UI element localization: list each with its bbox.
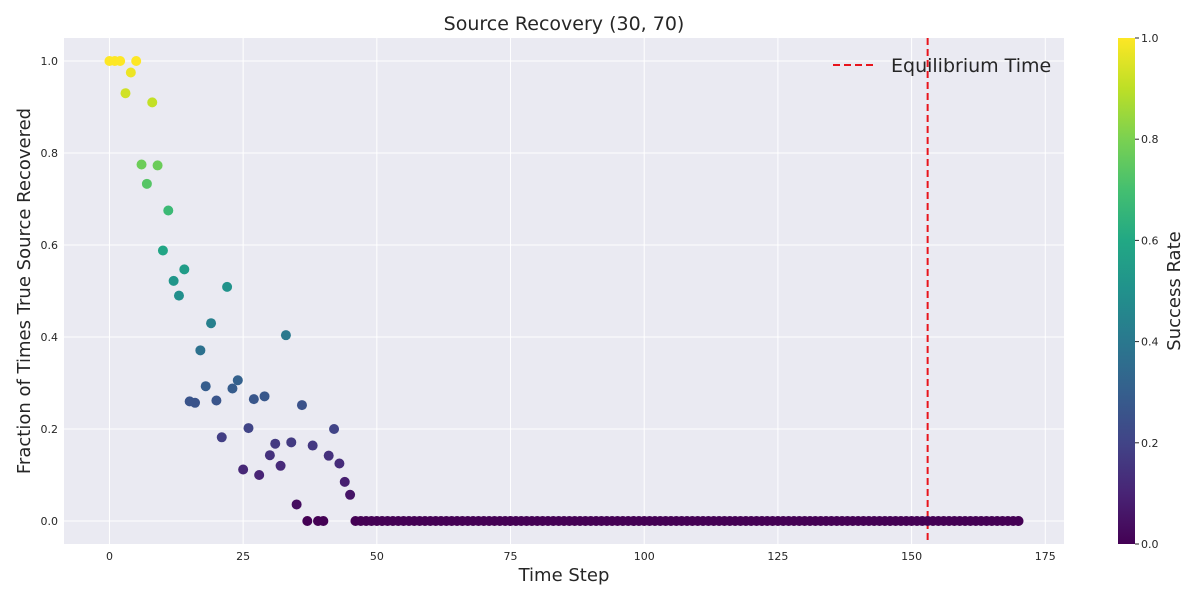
data-point (232, 375, 243, 386)
colorbar-tick-label: 0.4 (1141, 336, 1159, 349)
colorbar-gradient (1118, 38, 1135, 544)
data-point (302, 516, 313, 526)
x-tick-label: 25 (236, 550, 250, 563)
data-point (323, 450, 334, 461)
y-tick-label: 0.0 (41, 515, 59, 528)
grid-lines (64, 38, 1064, 544)
x-tick-label: 150 (901, 550, 922, 563)
data-point (339, 476, 350, 487)
data-point (168, 275, 179, 286)
x-axis-label: Time Step (518, 565, 610, 586)
y-tick-label: 0.6 (41, 239, 59, 252)
data-point (173, 290, 184, 301)
data-point (329, 424, 340, 434)
data-point (147, 97, 158, 108)
data-point (211, 395, 222, 406)
y-tick-label: 0.8 (41, 147, 59, 160)
legend: Equilibrium Time (833, 55, 1051, 77)
data-point (141, 178, 152, 189)
data-point (238, 464, 249, 475)
data-points (104, 56, 1024, 526)
data-point (206, 318, 217, 329)
y-tick-labels: 0.0 0.2 0.4 0.6 0.8 1.0 (41, 55, 59, 528)
data-point (136, 159, 147, 170)
data-point (163, 205, 174, 216)
data-point (334, 458, 345, 469)
data-point (307, 440, 318, 451)
y-axis-label: Fraction of Times True Source Recovered (14, 108, 35, 474)
data-point (190, 397, 201, 408)
data-point (248, 394, 259, 405)
data-point (131, 56, 142, 66)
plot-area (64, 38, 1064, 544)
x-tick-label: 125 (767, 550, 788, 563)
data-point (280, 330, 291, 341)
data-point (200, 381, 211, 392)
data-point (243, 423, 254, 434)
chart-title: Source Recovery (30, 70) (444, 13, 685, 35)
colorbar-label: Success Rate (1164, 231, 1185, 350)
data-point (291, 499, 302, 510)
x-tick-label: 0 (106, 550, 113, 563)
data-point (259, 391, 270, 402)
y-tick-label: 1.0 (41, 55, 59, 68)
data-point (125, 67, 136, 78)
data-point (318, 516, 329, 526)
data-point (270, 438, 281, 449)
data-point (216, 432, 227, 443)
x-tick-labels: 0 25 50 75 100 125 150 175 (106, 550, 1056, 563)
colorbar-tick-label: 0.0 (1141, 538, 1159, 551)
colorbar-tick-label: 0.8 (1141, 133, 1159, 146)
data-point (275, 460, 286, 471)
colorbar-tick-labels: 0.0 0.2 0.4 0.6 0.8 1.0 (1135, 32, 1159, 551)
colorbar: 0.0 0.2 0.4 0.6 0.8 1.0 Success Rate (1118, 32, 1185, 551)
y-tick-label: 0.4 (41, 331, 59, 344)
data-point (157, 245, 168, 256)
data-point (195, 345, 206, 356)
data-point (120, 88, 131, 99)
data-point (296, 400, 307, 411)
data-point (345, 489, 356, 500)
x-tick-label: 75 (504, 550, 518, 563)
y-tick-label: 0.2 (41, 423, 59, 436)
data-point (1013, 516, 1024, 526)
x-tick-label: 50 (370, 550, 384, 563)
colorbar-tick-label: 0.6 (1141, 234, 1159, 247)
legend-label: Equilibrium Time (891, 55, 1051, 77)
data-point (286, 437, 297, 448)
data-point (222, 281, 233, 292)
data-point (254, 470, 265, 480)
data-point (179, 264, 190, 275)
data-point (152, 160, 163, 171)
colorbar-tick-label: 1.0 (1141, 32, 1159, 45)
data-point (264, 450, 275, 461)
x-tick-label: 100 (634, 550, 655, 563)
colorbar-tick-label: 0.2 (1141, 437, 1159, 450)
x-tick-label: 175 (1035, 550, 1056, 563)
data-point (227, 383, 238, 394)
data-point (115, 56, 126, 66)
